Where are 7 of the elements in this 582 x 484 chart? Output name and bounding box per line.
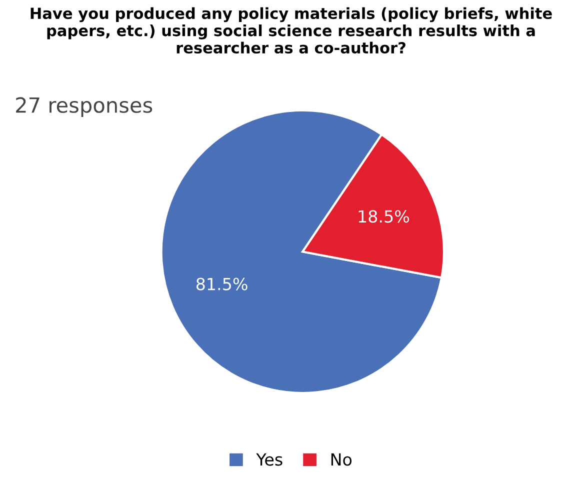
data-label: 81.5% xyxy=(196,278,248,290)
legend-label: Yes xyxy=(256,453,282,466)
pie-slice xyxy=(160,109,443,394)
legend-label: No xyxy=(331,453,352,466)
data-label: 18.5% xyxy=(358,210,410,223)
chart-subtitle: 27 responses xyxy=(16,97,152,117)
chart-title: Have you produced any policy materials (policy briefs, white papers, etc.) using social science research results with a researcher as a co-author? xyxy=(30,7,552,54)
